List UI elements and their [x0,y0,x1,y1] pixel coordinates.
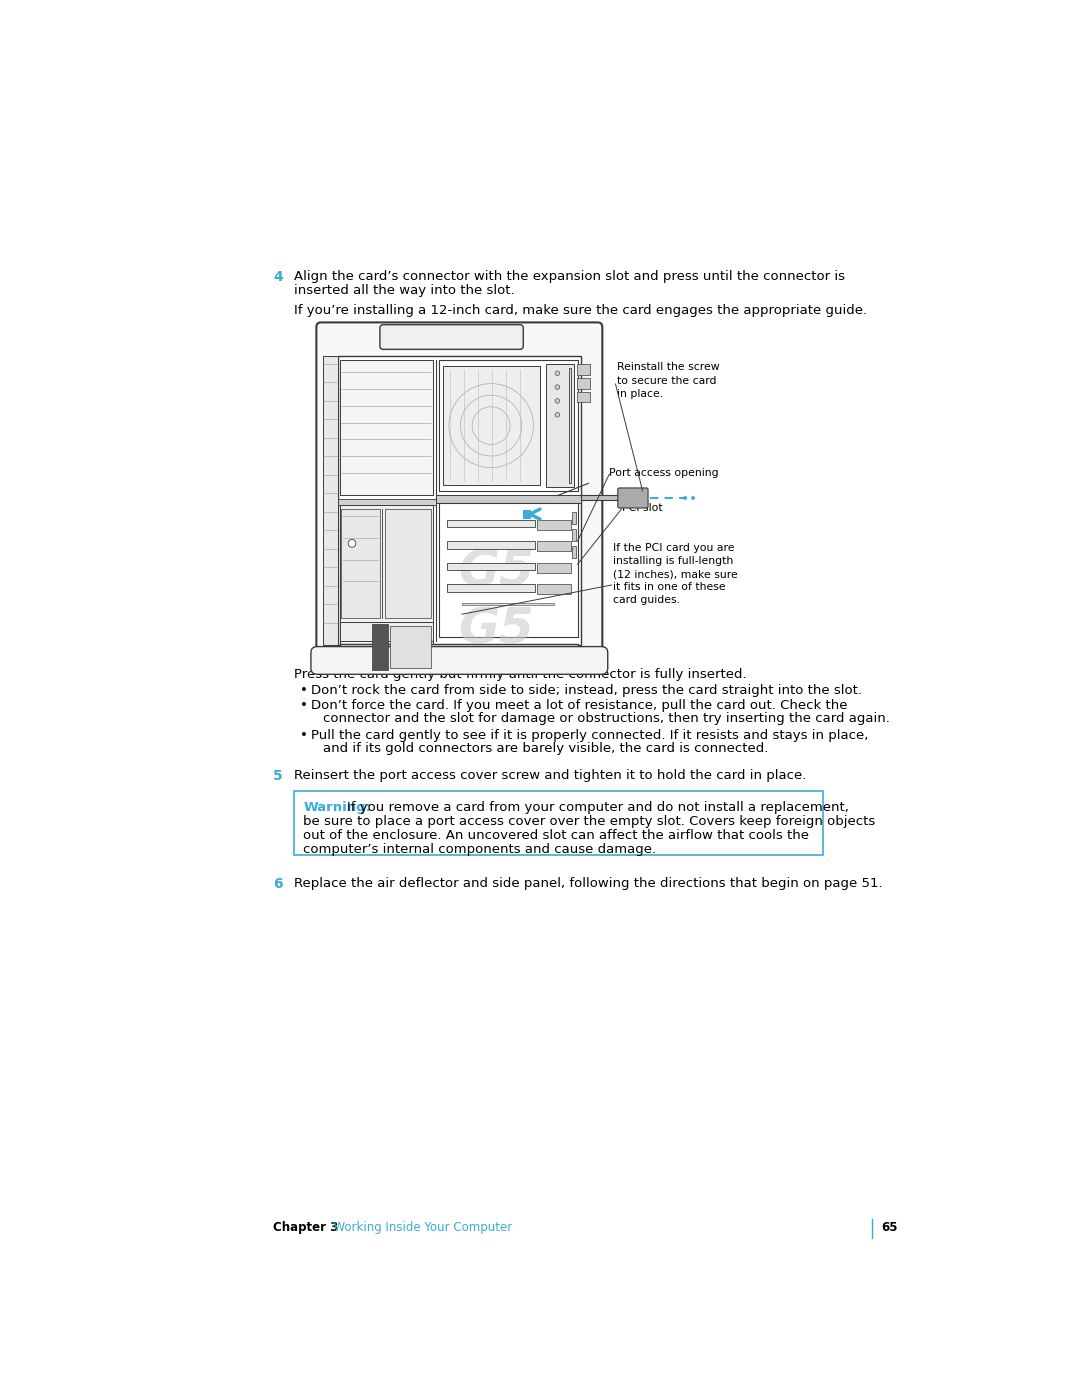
Text: connector and the slot for damage or obstructions, then try inserting the card a: connector and the slot for damage or obs… [323,712,890,725]
Text: Port access opening: Port access opening [609,468,719,478]
Text: PCI slot: PCI slot [622,503,662,513]
Text: Don’t force the card. If you meet a lot of resistance, pull the card out. Check : Don’t force the card. If you meet a lot … [311,698,848,712]
Bar [390,626,431,668]
Bar [384,509,431,617]
Bar [339,360,433,495]
Text: G5: G5 [459,548,535,597]
Circle shape [555,372,559,376]
Text: Chapter 3: Chapter 3 [273,1221,338,1234]
Text: out of the enclosure. An uncovered slot can affect the airflow that cools the: out of the enclosure. An uncovered slot … [303,828,809,842]
Text: If the PCI card you are
installing is full-length
(12 inches), make sure
it fits: If the PCI card you are installing is fu… [613,542,738,605]
Text: Reinsert the port access cover screw and tighten it to hold the card in place.: Reinsert the port access cover screw and… [294,768,807,782]
Text: and if its gold connectors are barely visible, the card is connected.: and if its gold connectors are barely vi… [323,742,769,754]
Bar [435,495,581,503]
Text: If you’re installing a 12-inch card, make sure the card engages the appropriate : If you’re installing a 12-inch card, mak… [294,305,867,317]
Bar [339,641,433,672]
FancyBboxPatch shape [380,324,524,349]
Bar [572,511,576,524]
Bar [373,624,388,669]
Text: •: • [300,683,308,697]
Bar [338,499,435,504]
Bar [569,367,570,483]
Bar [339,622,433,672]
Bar [462,602,554,605]
Text: 5: 5 [273,768,283,782]
FancyBboxPatch shape [311,647,608,675]
Bar [340,644,578,652]
Bar [537,584,571,594]
Bar [577,377,590,388]
FancyBboxPatch shape [618,488,648,509]
Bar [323,356,338,645]
Text: Don’t rock the card from side to side; instead, press the card straight into the: Don’t rock the card from side to side; i… [311,683,862,697]
Text: computer’s internal components and cause damage.: computer’s internal components and cause… [303,842,657,856]
Text: Pull the card gently to see if it is properly connected. If it resists and stays: Pull the card gently to see if it is pro… [311,729,868,742]
Bar [446,584,535,592]
Bar [338,356,581,645]
Bar [524,510,531,518]
Circle shape [555,398,559,404]
Bar [577,365,590,374]
Bar [577,391,590,402]
Text: Working Inside Your Computer: Working Inside Your Computer [326,1221,512,1234]
Bar [545,365,575,488]
Bar [438,503,578,637]
Bar [341,509,380,617]
FancyBboxPatch shape [316,323,603,655]
Circle shape [691,496,694,500]
Text: Warning:: Warning: [303,802,372,814]
Circle shape [555,412,559,418]
Circle shape [555,384,559,390]
Circle shape [684,496,687,500]
Text: •: • [300,698,308,712]
Bar [537,541,571,550]
Text: inserted all the way into the slot.: inserted all the way into the slot. [294,284,514,298]
Text: 65: 65 [881,1221,897,1234]
Circle shape [348,539,356,548]
Bar [339,504,433,622]
Text: 4: 4 [273,270,283,284]
Text: Press the card gently but firmly until the connector is fully inserted.: Press the card gently but firmly until t… [294,668,746,682]
Bar [446,563,535,570]
Bar [446,541,535,549]
Bar [572,546,576,557]
Text: Align the card’s connector with the expansion slot and press until the connector: Align the card’s connector with the expa… [294,270,845,284]
Bar [581,495,623,500]
Bar [537,520,571,529]
Text: Replace the air deflector and side panel, following the directions that begin on: Replace the air deflector and side panel… [294,877,882,890]
Bar [443,366,540,485]
Text: be sure to place a port access cover over the empty slot. Covers keep foreign ob: be sure to place a port access cover ove… [303,816,876,828]
Text: Reinstall the screw
to secure the card
in place.: Reinstall the screw to secure the card i… [617,362,719,400]
Bar [572,529,576,541]
Bar [438,360,578,490]
Text: G5: G5 [459,606,535,654]
Text: 6: 6 [273,877,283,891]
Bar [537,563,571,573]
Text: If you remove a card from your computer and do not install a replacement,: If you remove a card from your computer … [347,802,849,814]
Bar [294,791,823,855]
Bar [446,520,535,527]
Text: •: • [300,729,308,742]
